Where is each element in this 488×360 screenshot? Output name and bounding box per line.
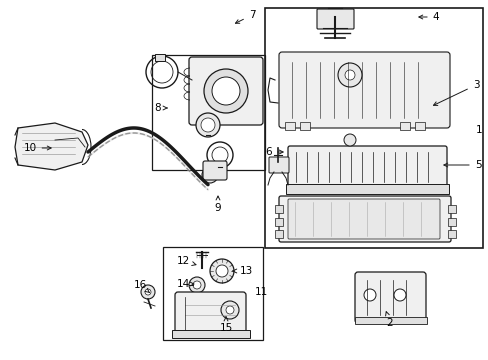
Text: 1: 1	[475, 125, 481, 135]
FancyBboxPatch shape	[279, 196, 450, 242]
Bar	[172, 330, 249, 338]
Bar	[274, 205, 283, 213]
Text: 9: 9	[214, 196, 221, 213]
Circle shape	[189, 277, 204, 293]
Circle shape	[196, 113, 220, 137]
Bar	[285, 122, 294, 130]
Text: 10: 10	[23, 143, 51, 153]
Text: 11: 11	[254, 287, 267, 297]
Circle shape	[193, 281, 201, 289]
Circle shape	[363, 289, 375, 301]
Bar	[163, 247, 263, 340]
Circle shape	[393, 289, 405, 301]
Text: 13: 13	[232, 266, 252, 276]
Text: 16: 16	[133, 280, 149, 293]
Circle shape	[202, 167, 218, 183]
Circle shape	[337, 63, 361, 87]
Text: 12: 12	[176, 256, 196, 266]
Circle shape	[209, 259, 234, 283]
FancyBboxPatch shape	[316, 9, 353, 29]
Text: 6: 6	[265, 147, 283, 157]
Circle shape	[216, 265, 227, 277]
FancyBboxPatch shape	[203, 161, 226, 180]
Bar	[447, 230, 455, 238]
FancyBboxPatch shape	[268, 157, 288, 173]
Circle shape	[225, 306, 234, 314]
FancyBboxPatch shape	[189, 57, 263, 125]
Text: 4: 4	[418, 12, 438, 22]
Text: 15: 15	[219, 317, 232, 333]
Bar	[274, 230, 283, 238]
Circle shape	[345, 70, 354, 80]
FancyBboxPatch shape	[354, 272, 425, 323]
Bar	[354, 317, 426, 324]
Bar	[264, 8, 482, 248]
Text: 2: 2	[385, 312, 392, 328]
Circle shape	[145, 289, 151, 295]
Circle shape	[343, 134, 355, 146]
Bar	[447, 205, 455, 213]
Bar	[155, 54, 164, 61]
Text: 3: 3	[432, 80, 478, 105]
Circle shape	[201, 118, 215, 132]
FancyBboxPatch shape	[279, 52, 449, 128]
Text: 14: 14	[176, 279, 194, 289]
Text: 5: 5	[443, 160, 480, 170]
Bar	[285, 184, 448, 194]
Text: 7: 7	[235, 10, 255, 23]
Bar	[447, 218, 455, 226]
FancyBboxPatch shape	[287, 146, 446, 188]
Circle shape	[141, 285, 155, 299]
FancyBboxPatch shape	[287, 199, 439, 239]
Bar	[399, 122, 409, 130]
Circle shape	[221, 301, 239, 319]
Circle shape	[203, 69, 247, 113]
Bar	[414, 122, 424, 130]
Circle shape	[212, 77, 240, 105]
Text: 8: 8	[154, 103, 167, 113]
Bar	[152, 55, 264, 170]
Bar	[299, 122, 309, 130]
FancyBboxPatch shape	[175, 292, 245, 336]
Bar	[274, 218, 283, 226]
Polygon shape	[15, 123, 88, 170]
